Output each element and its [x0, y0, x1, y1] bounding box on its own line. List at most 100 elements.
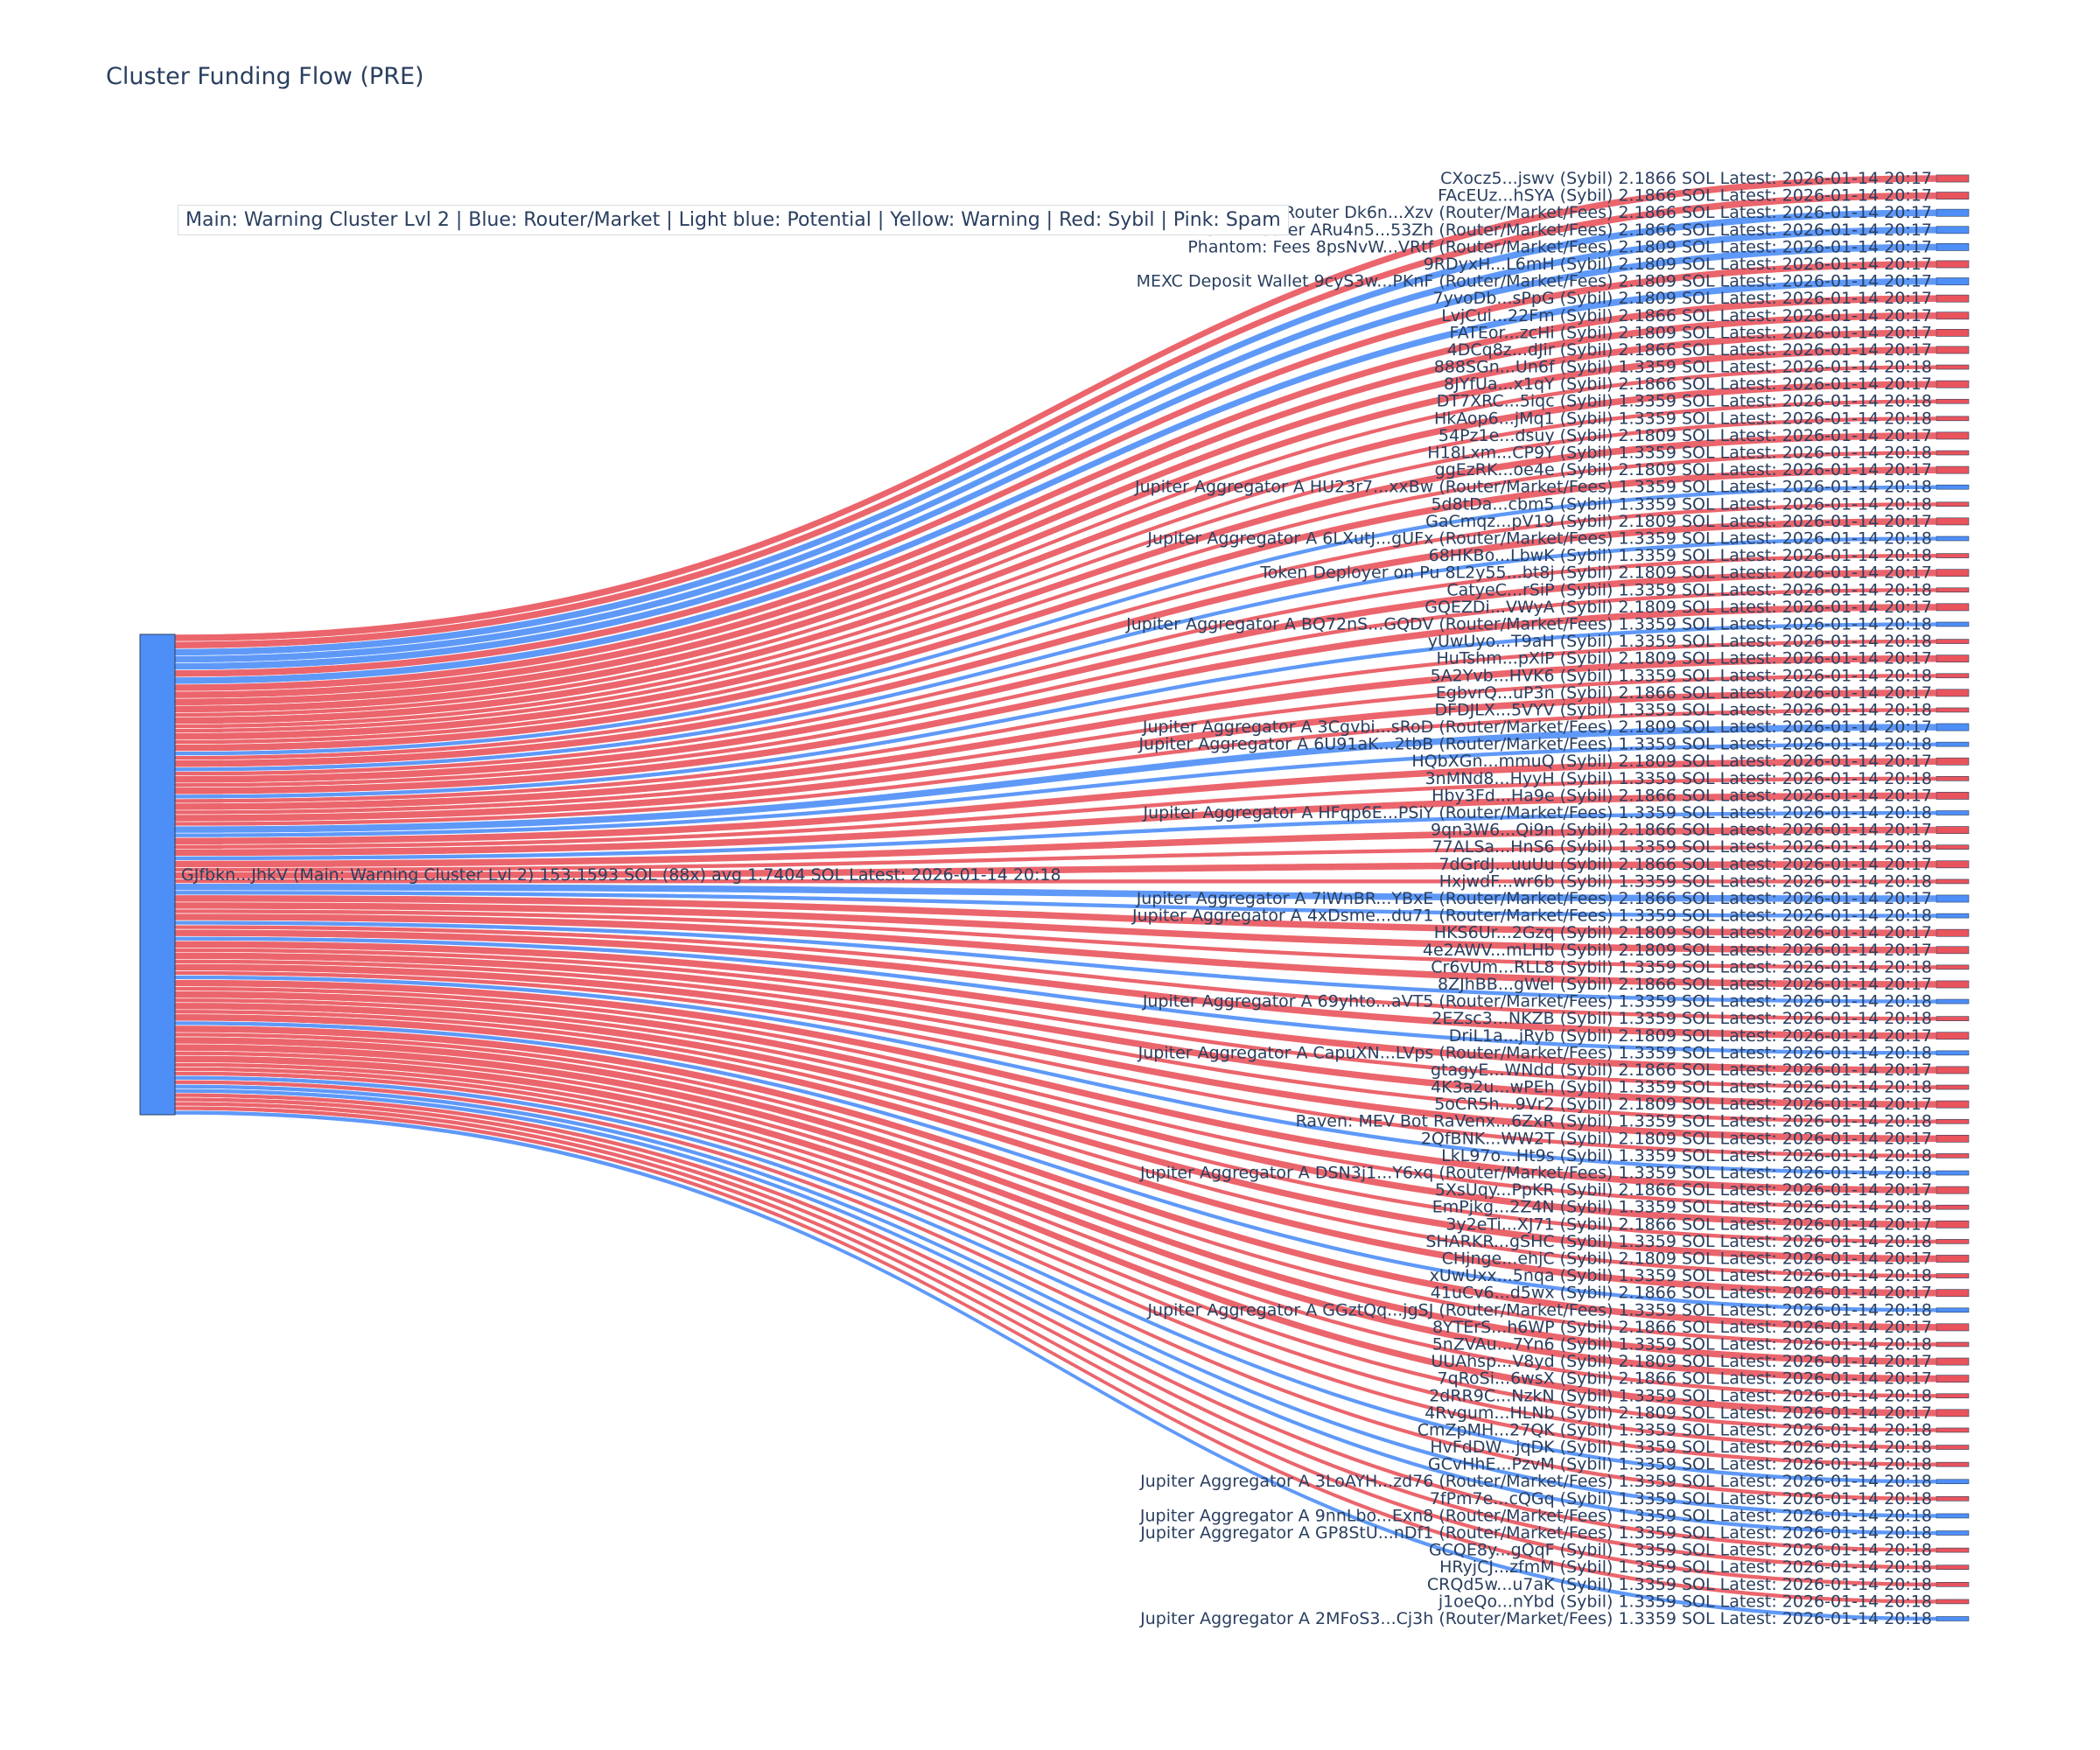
target-node[interactable]: [1936, 1204, 1970, 1210]
target-node[interactable]: [1936, 689, 1970, 697]
target-node[interactable]: [1936, 1582, 1970, 1587]
target-node[interactable]: [1936, 536, 1970, 542]
target-node-label: 4Rvgum...HLNb (Sybil) 2.1809 SOL Latest:…: [1424, 1404, 1932, 1423]
target-node[interactable]: [1936, 501, 1970, 508]
target-node[interactable]: [1936, 894, 1970, 903]
target-node[interactable]: [1936, 913, 1970, 919]
target-node[interactable]: [1936, 1016, 1970, 1021]
target-node[interactable]: [1936, 260, 1970, 269]
target-node[interactable]: [1936, 192, 1970, 200]
source-node[interactable]: [139, 634, 176, 1116]
target-node[interactable]: [1936, 312, 1970, 320]
target-node[interactable]: [1936, 1461, 1970, 1467]
target-node[interactable]: [1936, 1357, 1970, 1366]
target-node[interactable]: [1936, 484, 1970, 490]
target-node[interactable]: [1936, 964, 1970, 970]
target-node[interactable]: [1936, 1118, 1970, 1124]
target-node[interactable]: [1936, 587, 1970, 593]
target-node[interactable]: [1936, 741, 1970, 747]
target-node[interactable]: [1936, 294, 1970, 303]
target-node[interactable]: [1936, 860, 1970, 869]
target-node[interactable]: [1936, 826, 1970, 834]
target-node[interactable]: [1936, 1375, 1970, 1383]
target-node[interactable]: [1936, 1599, 1970, 1605]
target-node[interactable]: [1936, 1445, 1970, 1450]
target-node[interactable]: [1936, 1170, 1970, 1176]
target-node[interactable]: [1936, 1427, 1970, 1433]
target-node[interactable]: [1936, 946, 1970, 955]
target-node[interactable]: [1936, 792, 1970, 800]
target-node[interactable]: [1936, 1564, 1970, 1571]
target-node[interactable]: [1936, 1323, 1970, 1332]
target-node[interactable]: [1936, 928, 1970, 937]
target-node[interactable]: [1936, 1479, 1970, 1485]
target-node[interactable]: [1936, 1084, 1970, 1090]
target-node[interactable]: [1936, 1255, 1970, 1263]
target-node[interactable]: [1936, 1393, 1970, 1399]
target-node-label: 7fPm7e...cQGq (Sybil) 1.3359 SOL Latest:…: [1430, 1489, 1932, 1508]
target-node[interactable]: [1936, 1530, 1970, 1536]
target-node-label: HRyjCJ...zfmM (Sybil) 1.3359 SOL Latest:…: [1439, 1558, 1932, 1577]
target-node[interactable]: [1936, 603, 1970, 612]
target-node[interactable]: [1936, 517, 1970, 526]
target-node[interactable]: [1936, 1134, 1970, 1143]
target-node[interactable]: [1936, 1341, 1970, 1348]
target-node[interactable]: [1936, 1496, 1970, 1502]
target-node[interactable]: [1936, 1289, 1970, 1298]
target-node[interactable]: [1936, 1100, 1970, 1109]
target-node[interactable]: [1936, 673, 1970, 679]
target-node-label: 888SGn...Un6f (Sybil) 1.3359 SOL Latest:…: [1434, 358, 1932, 377]
target-node[interactable]: [1936, 1409, 1970, 1418]
target-node[interactable]: [1936, 364, 1970, 370]
target-node[interactable]: [1936, 1066, 1970, 1074]
target-node[interactable]: [1936, 466, 1970, 474]
target-node[interactable]: [1936, 757, 1970, 766]
target-node[interactable]: [1936, 553, 1970, 558]
target-node[interactable]: [1936, 1220, 1970, 1228]
target-node[interactable]: [1936, 208, 1970, 217]
target-node[interactable]: [1936, 1186, 1970, 1194]
target-node[interactable]: [1936, 416, 1970, 422]
target-node-label: DriL1a...jRyb (Sybil) 2.1809 SOL Latest:…: [1449, 1026, 1932, 1046]
target-node[interactable]: [1936, 1032, 1970, 1040]
target-node[interactable]: [1936, 346, 1970, 354]
target-node-label: Hby3Fd...Ha9e (Sybil) 2.1866 SOL Latest:…: [1432, 786, 1932, 805]
target-node[interactable]: [1936, 810, 1970, 816]
target-node[interactable]: [1936, 1616, 1970, 1621]
target-node[interactable]: [1936, 1239, 1970, 1244]
target-node[interactable]: [1936, 621, 1970, 627]
target-node[interactable]: [1936, 980, 1970, 989]
target-node[interactable]: [1936, 639, 1970, 644]
target-node[interactable]: [1936, 844, 1970, 850]
target-node[interactable]: [1936, 277, 1970, 285]
target-node[interactable]: [1936, 1307, 1970, 1313]
target-node-label: gtagyE...WNdd (Sybil) 2.1866 SOL Latest:…: [1431, 1060, 1932, 1080]
target-node-label: Raven: MEV Bot RaVenx...6ZxR (Sybil) 1.3…: [1296, 1112, 1932, 1131]
target-node[interactable]: [1936, 380, 1970, 388]
target-node-label: EmPjkg...2Z4N (Sybil) 1.3359 SOL Latest:…: [1432, 1198, 1932, 1217]
target-node[interactable]: [1936, 328, 1970, 337]
target-node[interactable]: [1936, 1547, 1970, 1553]
target-node[interactable]: [1936, 1050, 1970, 1056]
target-node[interactable]: [1936, 431, 1970, 440]
target-node[interactable]: [1936, 878, 1970, 885]
target-node[interactable]: [1936, 1273, 1970, 1278]
target-node-label: Jupiter Aggregator A BQ72nS...GQDV (Rout…: [1125, 614, 1932, 634]
target-node[interactable]: [1936, 398, 1970, 404]
target-node-label: DT7XRC...5iqc (Sybil) 1.3359 SOL Latest:…: [1437, 392, 1932, 411]
target-node[interactable]: [1936, 1153, 1970, 1158]
target-node[interactable]: [1936, 243, 1970, 251]
target-node-label: 3nMNd8...HyyH (Sybil) 1.3359 SOL Latest:…: [1425, 769, 1932, 788]
target-node[interactable]: [1936, 569, 1970, 578]
target-node[interactable]: [1936, 776, 1970, 781]
target-node[interactable]: [1936, 450, 1970, 456]
target-node-label: 8YTErS...h6WP (Sybil) 2.1866 SOL Latest:…: [1432, 1318, 1932, 1337]
target-node[interactable]: [1936, 707, 1970, 713]
target-node[interactable]: [1936, 174, 1970, 183]
target-node-label: OKX: Router ARu4n5...53Zh (Router/Market…: [1203, 220, 1932, 240]
target-node[interactable]: [1936, 998, 1970, 1004]
target-node[interactable]: [1936, 226, 1970, 234]
target-node[interactable]: [1936, 723, 1970, 732]
target-node[interactable]: [1936, 1513, 1970, 1519]
target-node[interactable]: [1936, 654, 1970, 663]
